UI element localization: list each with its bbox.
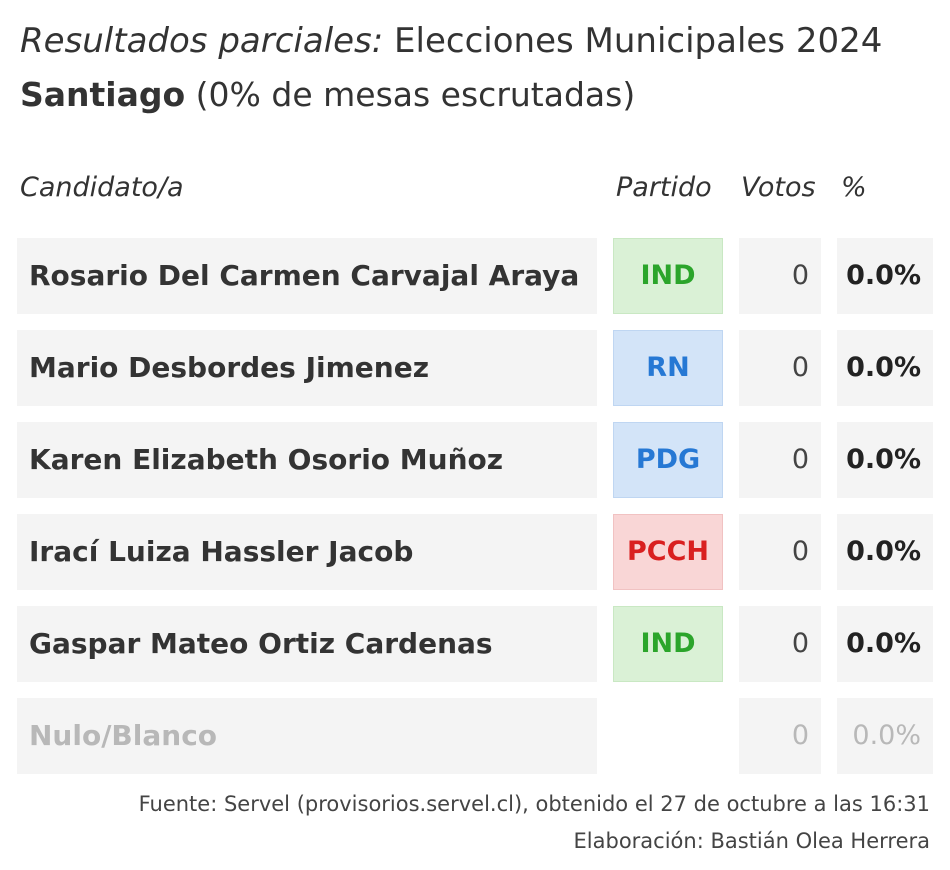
column-header-candidate: Candidato/a xyxy=(20,172,184,203)
footer-source: Fuente: Servel (provisorios.servel.cl), … xyxy=(138,792,930,816)
chart-title-rest: Elecciones Municipales 2024 xyxy=(383,21,883,61)
votes-value: 0 xyxy=(739,330,821,406)
percent-value: 0.0% xyxy=(837,698,933,774)
table-row: Mario Desbordes Jimenez RN 0 0.0% xyxy=(0,330,950,406)
footer-author: Elaboración: Bastián Olea Herrera xyxy=(573,829,930,853)
candidate-name: Rosario Del Carmen Carvajal Araya xyxy=(17,238,597,314)
percent-value: 0.0% xyxy=(837,330,933,406)
party-badge: RN xyxy=(613,330,723,406)
table-row: Karen Elizabeth Osorio Muñoz PDG 0 0.0% xyxy=(0,422,950,498)
table-row: Nulo/Blanco 0 0.0% xyxy=(0,698,950,774)
chart-title: Resultados parciales: Elecciones Municip… xyxy=(20,16,882,66)
percent-value: 0.0% xyxy=(837,514,933,590)
party-badge: IND xyxy=(613,238,723,314)
candidate-name: Irací Luiza Hassler Jacob xyxy=(17,514,597,590)
table-row: Rosario Del Carmen Carvajal Araya IND 0 0.0… xyxy=(0,238,950,314)
chart-subtitle-bold: Santiago xyxy=(20,75,186,114)
candidate-name: Karen Elizabeth Osorio Muñoz xyxy=(17,422,597,498)
chart-subtitle-rest: (0% de mesas escrutadas) xyxy=(185,75,636,114)
column-header-votes: Votos xyxy=(741,172,816,203)
table-row: Irací Luiza Hassler Jacob PCCH 0 0.0% xyxy=(0,514,950,590)
votes-value: 0 xyxy=(739,698,821,774)
votes-value: 0 xyxy=(739,514,821,590)
votes-value: 0 xyxy=(739,238,821,314)
party-badge: IND xyxy=(613,606,723,682)
candidate-name: Nulo/Blanco xyxy=(17,698,597,774)
votes-value: 0 xyxy=(739,422,821,498)
percent-value: 0.0% xyxy=(837,606,933,682)
candidate-name: Mario Desbordes Jimenez xyxy=(17,330,597,406)
party-badge xyxy=(613,698,723,774)
column-header-party: Partido xyxy=(616,172,712,203)
votes-value: 0 xyxy=(739,606,821,682)
column-header-percent: % xyxy=(841,172,867,203)
percent-value: 0.0% xyxy=(837,238,933,314)
chart-title-italic: Resultados parciales: xyxy=(20,21,384,61)
party-badge: PDG xyxy=(613,422,723,498)
party-badge: PCCH xyxy=(613,514,723,590)
candidate-name: Gaspar Mateo Ortiz Cardenas xyxy=(17,606,597,682)
percent-value: 0.0% xyxy=(837,422,933,498)
chart-subtitle: Santiago (0% de mesas escrutadas) xyxy=(20,70,635,120)
table-row: Gaspar Mateo Ortiz Cardenas IND 0 0.0% xyxy=(0,606,950,682)
